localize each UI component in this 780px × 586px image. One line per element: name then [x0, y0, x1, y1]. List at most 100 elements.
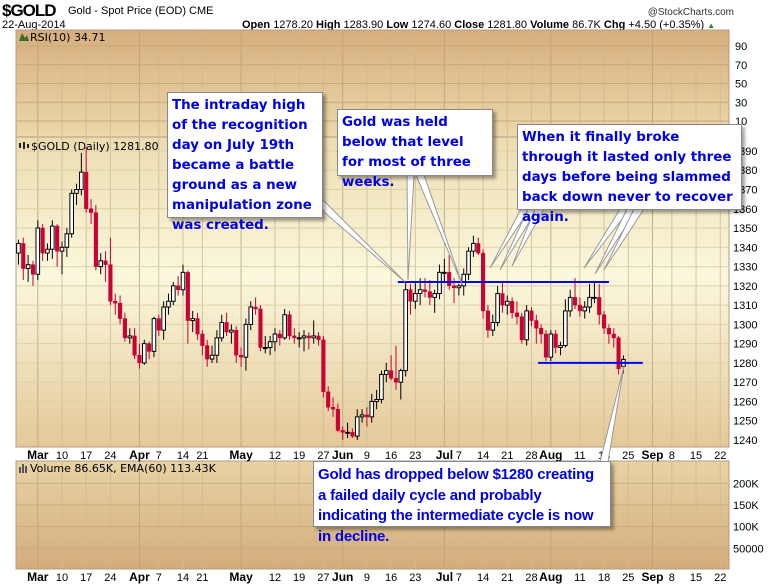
- candle-body: [335, 408, 340, 431]
- candle-body: [209, 354, 215, 360]
- volume-tick-label: 200K: [733, 478, 759, 490]
- candle-body: [534, 320, 539, 329]
- candle-body: [422, 289, 428, 292]
- price-tick-label: 1280: [733, 358, 757, 370]
- candle-body: [176, 285, 181, 290]
- price-tick-label: 1350: [733, 223, 757, 235]
- price-tick-label: 1320: [733, 281, 757, 293]
- candle-body: [45, 248, 50, 254]
- x-tick-label: 14: [477, 572, 489, 584]
- x-tick-label: Jun: [332, 570, 353, 584]
- x-tick-label: 15: [690, 450, 702, 462]
- volume-tick-label: 50000: [733, 543, 764, 555]
- candle-body: [611, 333, 616, 339]
- candle-body: [272, 333, 278, 343]
- annotation-recognition-day: The intraday high of the recognition day…: [167, 92, 323, 233]
- high-value: 1283.90: [343, 19, 384, 31]
- x-tick-label: Apr: [129, 448, 150, 462]
- x-tick-label: 16: [385, 450, 397, 462]
- candle-body: [340, 430, 345, 433]
- x-tick-label: 19: [293, 572, 305, 584]
- x-tick-label: Sep: [641, 448, 663, 462]
- candle-body: [267, 341, 273, 349]
- credit: @StockCharts.com: [647, 7, 734, 18]
- x-tick-label: Sep: [641, 570, 663, 584]
- candle-body: [301, 335, 307, 339]
- x-tick-label: 17: [80, 572, 92, 584]
- candle-body: [379, 373, 384, 401]
- candle-body: [16, 242, 21, 254]
- x-tick-label: 10: [56, 572, 68, 584]
- candle-body: [141, 343, 147, 364]
- x-tick-label: 27: [317, 450, 329, 462]
- candle-body: [74, 188, 79, 194]
- x-tick-label: Mar: [27, 448, 49, 462]
- candle-body: [253, 306, 258, 310]
- candle-body: [524, 310, 529, 341]
- candle-body: [417, 289, 423, 295]
- rsi-tick-label: 50: [735, 79, 747, 91]
- candle-body: [98, 260, 104, 268]
- candle-body: [224, 322, 229, 333]
- candle-body: [490, 321, 496, 331]
- x-tick-label: 11: [574, 450, 585, 462]
- rsi-tick-label: 70: [735, 60, 747, 72]
- candle-body: [383, 370, 389, 375]
- candle-body: [200, 333, 205, 346]
- x-tick-label: 7: [456, 572, 462, 584]
- candle-body: [248, 306, 254, 325]
- candle-body: [113, 301, 118, 304]
- x-tick-label: 14: [477, 450, 489, 462]
- candle-body: [456, 285, 462, 289]
- candle-body: [156, 318, 161, 331]
- volume-icon: [19, 464, 27, 473]
- candle-body: [219, 321, 225, 339]
- x-tick-label: 28: [525, 450, 537, 462]
- candle-body: [147, 343, 152, 352]
- candle-body: [519, 316, 524, 341]
- chart-date: 22-Aug-2014: [2, 19, 66, 31]
- candle-body: [205, 345, 210, 360]
- x-tick-label: 28: [525, 572, 537, 584]
- candle-body: [161, 306, 166, 331]
- x-tick-label: 22: [714, 572, 726, 584]
- x-tick-label: May: [229, 448, 253, 462]
- candle-body: [88, 208, 94, 213]
- candle-body: [59, 246, 65, 252]
- candle-body: [592, 296, 597, 299]
- annotation-held-below: Gold was held below that level for most …: [337, 109, 493, 190]
- candle-body: [108, 264, 113, 302]
- candle-body: [616, 337, 621, 369]
- x-tick-label: 16: [385, 572, 397, 584]
- exchange: CME: [189, 5, 214, 17]
- candle-body: [393, 378, 399, 383]
- candle-body: [21, 243, 26, 269]
- ohlc-summary: Open 1278.20 High 1283.90 Low 1274.60 Cl…: [242, 19, 715, 31]
- chg-label: Chg: [603, 19, 626, 31]
- candle-body: [577, 304, 582, 312]
- rsi-tick-label: 30: [735, 97, 747, 109]
- x-tick-label: 15: [690, 572, 702, 584]
- x-tick-label: 8: [669, 450, 675, 462]
- x-tick-label: 7: [456, 450, 462, 462]
- volume-value: 86.7K: [572, 19, 601, 31]
- candle-body: [374, 399, 379, 402]
- close-value: 1281.80: [487, 19, 528, 31]
- candle-body: [447, 272, 452, 287]
- candle-body: [602, 314, 607, 329]
- x-tick-label: 12: [269, 450, 281, 462]
- candle-body: [151, 318, 157, 352]
- rsi-label: RSI(10) 34.71: [30, 31, 105, 44]
- x-tick-label: 7: [156, 450, 162, 462]
- candle-body: [364, 414, 369, 418]
- candle-body: [84, 171, 89, 210]
- candle-body: [25, 264, 31, 269]
- candle-body: [292, 335, 297, 339]
- candle-body: [229, 329, 234, 333]
- candle-body: [398, 370, 404, 383]
- candle-body: [350, 432, 355, 437]
- x-tick-label: 18: [598, 572, 610, 584]
- candle-body: [330, 406, 336, 410]
- candle-body: [408, 289, 413, 302]
